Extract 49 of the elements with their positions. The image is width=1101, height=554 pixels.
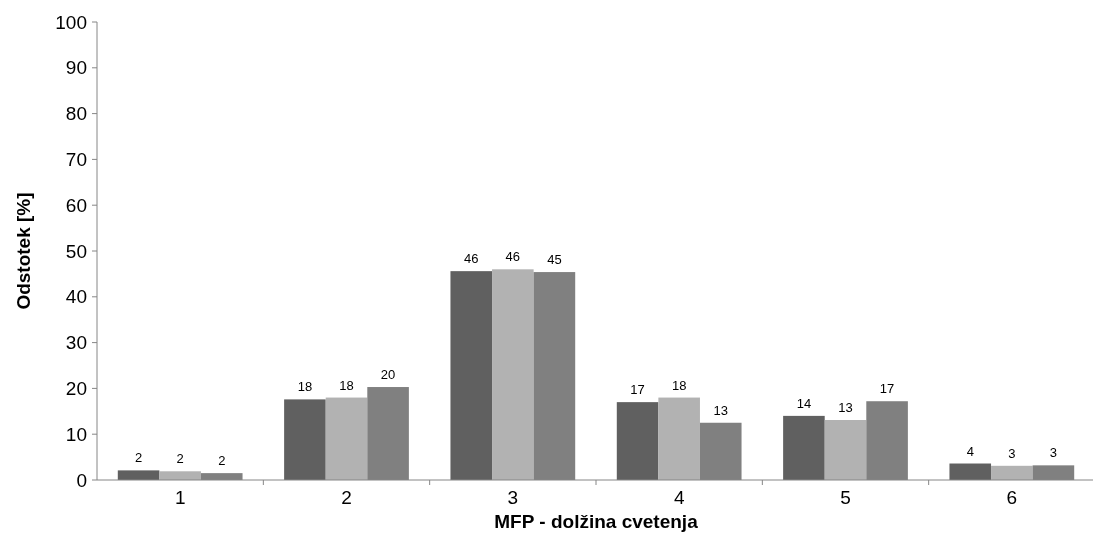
data-label: 13 xyxy=(713,402,728,418)
x-tick-label: 6 xyxy=(1006,487,1018,508)
data-label: 20 xyxy=(380,367,396,383)
bar xyxy=(325,397,368,480)
y-tick-label: 80 xyxy=(65,103,87,125)
x-tick-label: 2 xyxy=(341,487,352,508)
x-tick-label: 5 xyxy=(840,487,851,508)
y-tick-label: 70 xyxy=(65,149,87,171)
bar xyxy=(991,465,1033,480)
bar xyxy=(824,420,867,480)
bar xyxy=(658,397,700,480)
data-label: 2 xyxy=(134,450,143,466)
data-label: 2 xyxy=(218,453,226,469)
y-tick-label: 90 xyxy=(65,57,87,79)
bar xyxy=(117,470,160,480)
bar xyxy=(284,399,326,480)
y-tick-label: 20 xyxy=(65,378,87,400)
data-label: 18 xyxy=(339,377,354,393)
data-label: 17 xyxy=(879,381,895,397)
y-tick-label: 0 xyxy=(76,469,87,491)
y-tick-label: 10 xyxy=(65,423,87,445)
bar xyxy=(783,415,825,480)
y-tick-label: 40 xyxy=(65,286,87,308)
data-label: 46 xyxy=(505,249,521,265)
x-tick-label: 1 xyxy=(174,487,186,508)
bar xyxy=(450,271,493,480)
y-axis-title: Odstotek [%] xyxy=(13,192,34,310)
data-label: 2 xyxy=(176,451,184,467)
data-label: 3 xyxy=(1049,445,1058,461)
data-label: 46 xyxy=(464,251,479,267)
y-tick-label: 50 xyxy=(65,240,87,262)
data-label: 14 xyxy=(796,395,812,411)
data-label: 45 xyxy=(547,252,562,268)
bar xyxy=(949,463,992,480)
data-label: 18 xyxy=(297,379,313,395)
bar xyxy=(492,269,534,480)
x-tick-label: 3 xyxy=(507,487,519,508)
x-axis-title: MFP - dolžina cvetenja xyxy=(494,511,699,532)
y-tick-label: 30 xyxy=(65,332,87,354)
bar xyxy=(159,471,201,480)
data-label: 17 xyxy=(630,382,645,398)
data-label: 18 xyxy=(671,377,687,393)
data-label: 13 xyxy=(838,400,853,415)
data-label: 3 xyxy=(1008,445,1016,461)
x-tick-label: 4 xyxy=(673,487,685,508)
data-label: 4 xyxy=(966,443,974,459)
y-tick-label: 60 xyxy=(65,194,87,216)
y-tick-label: 100 xyxy=(55,11,87,33)
bar xyxy=(616,402,659,480)
